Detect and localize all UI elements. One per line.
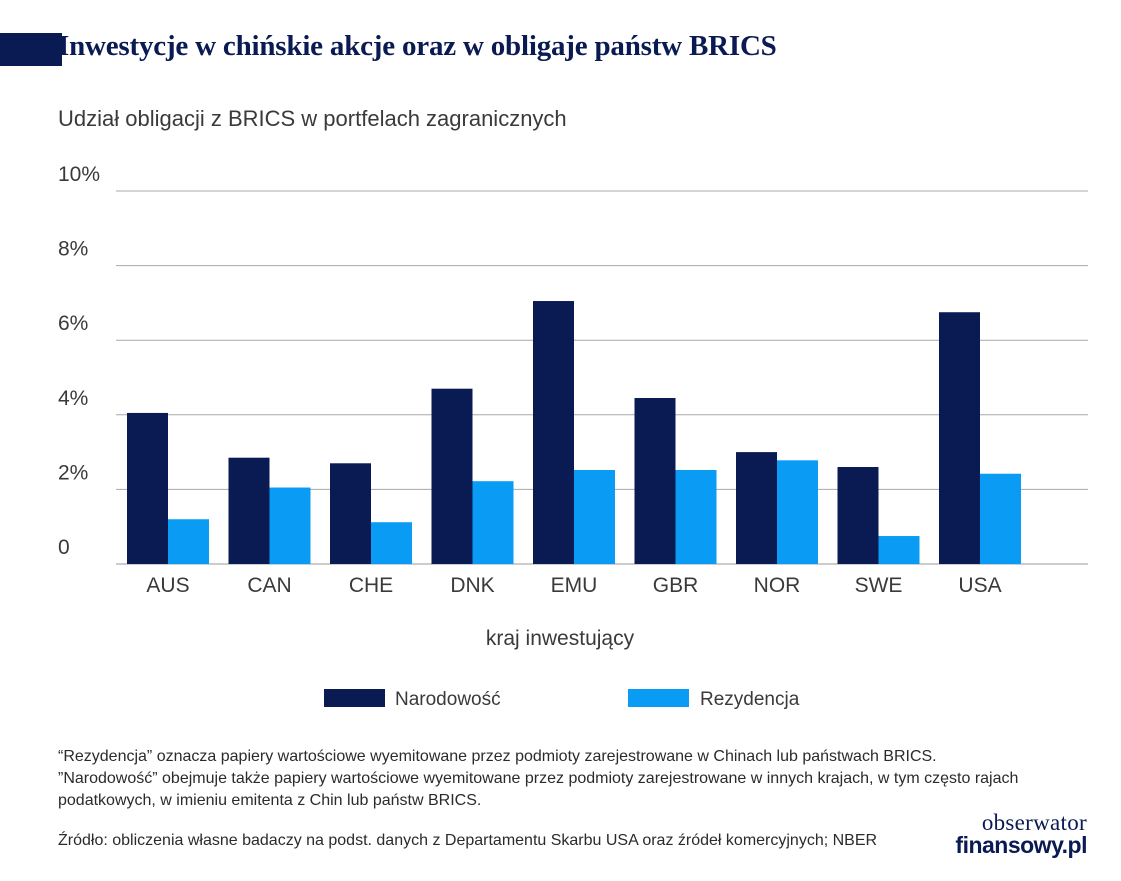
bar-usa-narodowosc [939,312,980,564]
bar-can-rezydencja [269,487,311,564]
x-tick-label-can: CAN [247,574,291,597]
x-tick-label-che: CHE [349,574,393,597]
legend-swatch-narodowosc [324,689,385,707]
bar-che-rezydencja [371,522,412,564]
bar-usa-rezydencja [980,473,1021,564]
x-tick-label-swe: SWE [855,574,903,597]
title-accent-bar [0,33,62,66]
y-tick-label: 4% [58,387,88,410]
footnotes: “Rezydencja” oznacza papiery wartościowe… [58,746,1098,812]
bar-nor-rezydencja [777,460,818,564]
y-tick-label: 10% [58,163,100,186]
bar-che-narodowosc [330,463,371,564]
x-axis-label: kraj inwestujący [486,627,635,650]
bar-aus-rezydencja [168,519,209,564]
bar-gbr-narodowosc [634,398,676,564]
bar-chart: 0 2% 4% 6% 8% 10% AUS CAN CHE DNK EMU GBR NOR SWE USA k… [58,163,1088,710]
x-tick-label-emu: EMU [551,574,598,597]
y-tick-label: 8% [58,238,88,261]
logo-line-1: obserwator [981,810,1087,835]
logo-line-2: finansowy.pl [955,832,1087,858]
x-tick-label-nor: NOR [754,574,801,597]
footnote-rezydencja: “Rezydencja” oznacza papiery wartościowe… [58,748,937,765]
bar-dnk-rezydencja [472,481,514,564]
x-tick-label-aus: AUS [146,574,189,597]
x-tick-label-usa: USA [958,574,1001,597]
footnote-narodowosc: ”Narodowość” obejmuje także papiery wart… [58,770,1019,809]
page-title: Inwestycje w chińskie akcje oraz w oblig… [58,30,777,62]
bar-aus-narodowosc [127,412,168,564]
brand-logo: obserwator finansowy.pl [955,810,1087,858]
bar-emu-rezydencja [574,470,615,564]
x-tick-label-dnk: DNK [450,574,494,597]
bar-emu-narodowosc [533,301,574,564]
y-tick-label: 2% [58,461,88,484]
legend-label-rezydencja: Rezydencja [700,689,800,710]
source-note: Źródło: obliczenia własne badaczy na pod… [58,832,878,849]
bar-can-narodowosc [228,457,270,564]
bar-nor-narodowosc [736,452,777,564]
bar-dnk-narodowosc [431,388,473,564]
y-tick-label: 0 [58,536,70,559]
y-tick-label: 6% [58,312,88,335]
legend-label-narodowosc: Narodowość [395,689,501,710]
x-tick-label-gbr: GBR [653,574,699,597]
bar-gbr-rezydencja [675,470,717,564]
bar-swe-narodowosc [837,467,879,564]
bar-swe-rezydencja [878,536,920,564]
legend-swatch-rezydencja [628,689,689,707]
chart-subtitle: Udział obligacji z BRICS w portfelach za… [58,106,567,131]
